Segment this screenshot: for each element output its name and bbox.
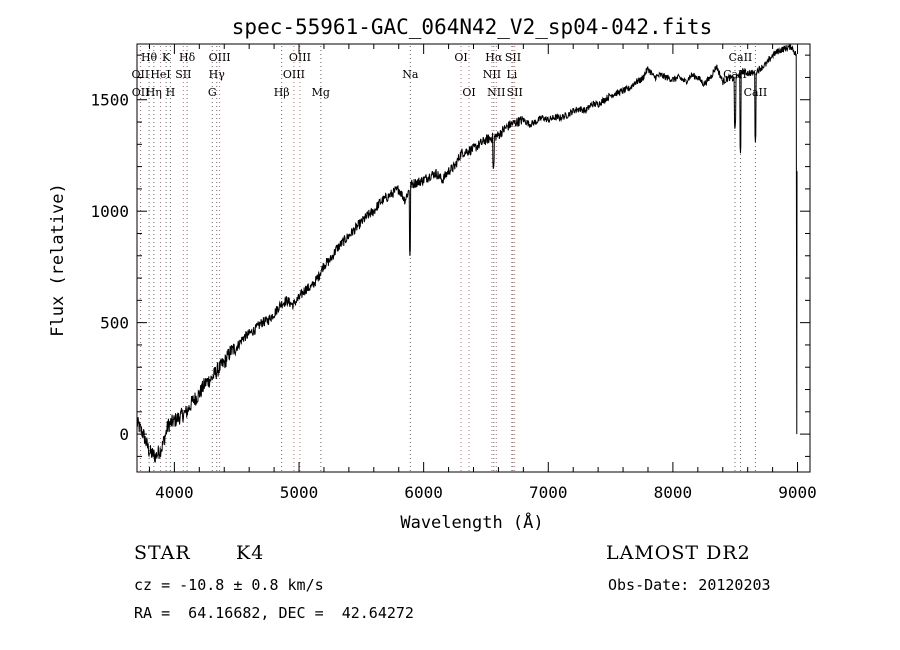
spectrum-line — [136, 44, 798, 463]
y-tick-label: 0 — [119, 425, 129, 444]
axis-ticks-layer: 4000 5000 6000 7000 8000 9000 0 500 1000 1500 — [90, 44, 817, 502]
spectral-line-label: CaII — [744, 86, 768, 99]
survey-name: LAMOST DR2 — [606, 542, 751, 564]
object-class: STAR — [134, 542, 191, 564]
spectral-line-label: OI — [462, 86, 475, 99]
x-tick-label: 6000 — [404, 483, 443, 502]
spectral-line-label: NII — [487, 86, 505, 99]
spectral-line-label: OIII — [289, 51, 311, 64]
y-axis-label: Flux (relative) — [48, 183, 68, 337]
x-tick-label: 4000 — [155, 483, 194, 502]
spectral-line-label: CaII — [729, 51, 753, 64]
y-tick-label: 500 — [100, 314, 129, 333]
spectral-line-label: SII — [507, 86, 523, 99]
x-axis-label: Wavelength (Å) — [400, 511, 543, 533]
coordinates: RA = 64.16682, DEC = 42.64272 — [134, 604, 414, 622]
spectral-line-label: Hη — [146, 86, 162, 99]
object-subclass: K4 — [236, 542, 265, 564]
spectral-line-label: OII — [132, 86, 150, 99]
spectral-line-label: SII — [505, 51, 521, 64]
y-tick-label: 1500 — [90, 91, 129, 110]
spectral-line-label: Li — [506, 68, 517, 81]
x-tick-label: 7000 — [529, 483, 568, 502]
spectral-line-label: OI — [454, 51, 467, 64]
x-tick-label: 8000 — [654, 483, 693, 502]
spectral-line-label: OIII — [283, 68, 305, 81]
spectral-line-label: Hδ — [179, 51, 196, 64]
spectral-line-label: OIII — [209, 51, 231, 64]
spectral-line-label: NII — [483, 68, 501, 81]
x-tick-label: 9000 — [778, 483, 817, 502]
x-tick-label: 5000 — [280, 483, 319, 502]
spectral-line-label: Mg — [312, 86, 330, 99]
spectral-line-label: Hα — [485, 51, 503, 64]
spectral-line-label: K — [162, 51, 171, 64]
spectral-line-label: H — [166, 86, 176, 99]
obs-date: Obs-Date: 20120203 — [608, 576, 771, 594]
spectral-line-label: Hθ — [141, 51, 158, 64]
spectral-line-label: Hγ — [209, 68, 226, 81]
spectral-line-label: Na — [402, 68, 419, 81]
y-tick-label: 1000 — [90, 202, 129, 221]
plot-frame — [136, 43, 811, 473]
spectral-line-label: HeI — [150, 68, 170, 81]
redshift-cz: cz = -10.8 ± 0.8 km/s — [134, 576, 324, 594]
spectral-line-label: SII — [175, 68, 191, 81]
spectral-line-label: G — [208, 86, 217, 99]
chart-title: spec-55961-GAC_064N42_V2_sp04-042.fits — [232, 15, 712, 39]
spectral-line-label: Hβ — [274, 86, 290, 99]
